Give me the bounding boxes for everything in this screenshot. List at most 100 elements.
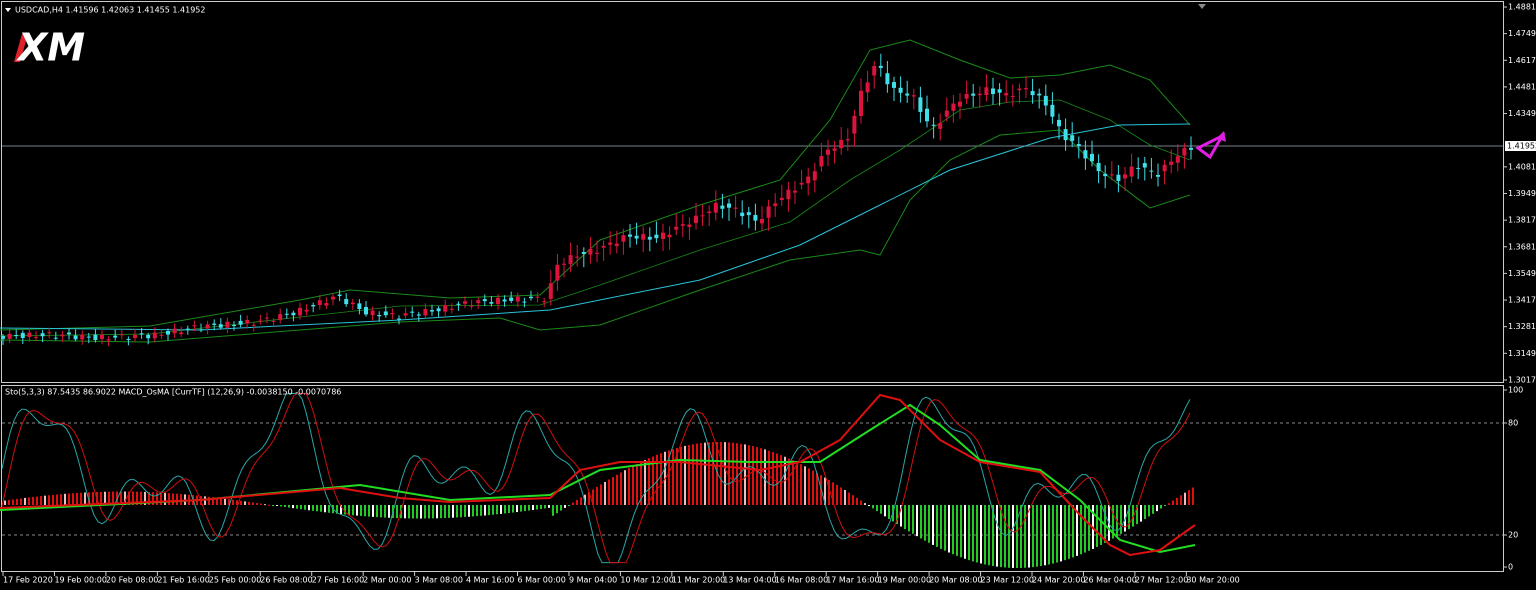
histogram-bar — [1164, 505, 1166, 506]
price-label: 1.44810 — [1508, 82, 1536, 91]
histogram-bar — [748, 445, 750, 505]
candle-body — [324, 303, 329, 306]
histogram-bar — [268, 504, 270, 506]
histogram-bar — [1008, 505, 1010, 568]
histogram-bar — [984, 505, 986, 565]
candle-body — [601, 245, 606, 248]
candle-body — [251, 324, 256, 326]
candle-body — [73, 335, 78, 340]
histogram-bar — [668, 450, 670, 505]
candle-body — [542, 301, 547, 303]
candle-body — [383, 311, 388, 316]
histogram-bar — [40, 496, 42, 505]
candle-body — [845, 139, 850, 141]
histogram-bar — [836, 484, 838, 505]
histogram-bar — [652, 456, 654, 505]
histogram-bar — [288, 505, 290, 508]
histogram-bar — [976, 505, 978, 563]
current-price: 1.41952 — [1507, 142, 1536, 151]
histogram-bar — [964, 505, 966, 559]
histogram-bar — [4, 500, 6, 505]
histogram-bar — [576, 499, 578, 505]
candle-body — [238, 320, 243, 325]
candle-body — [641, 234, 646, 240]
candle-body — [20, 332, 25, 339]
histogram-bar — [112, 491, 114, 505]
histogram-bar — [500, 505, 502, 514]
time-label: 27 Mar 12:00 — [1135, 576, 1188, 585]
histogram-bar — [868, 505, 870, 506]
time-label: 2 Mar 00:00 — [363, 576, 411, 585]
histogram-bar — [952, 505, 954, 555]
histogram-bar — [76, 492, 78, 505]
candle-body — [951, 103, 956, 111]
time-label: 23 Mar 12:00 — [981, 576, 1034, 585]
candle-body — [86, 336, 91, 338]
histogram-bar — [72, 493, 74, 505]
candle-body — [568, 255, 573, 265]
candle-body — [370, 310, 375, 316]
candle-body — [515, 296, 520, 302]
histogram-bar — [140, 491, 142, 505]
histogram-bar — [292, 505, 294, 509]
candle-body — [126, 339, 131, 341]
candle-body — [555, 264, 560, 281]
candle-body — [1182, 148, 1187, 156]
candle-body — [410, 311, 415, 313]
time-label: 20 Feb 08:00 — [106, 576, 158, 585]
histogram-bar — [688, 445, 690, 505]
histogram-bar — [1032, 505, 1034, 568]
histogram-bar — [620, 472, 622, 505]
candle-body — [971, 93, 976, 96]
candle-body — [443, 305, 448, 312]
histogram-bar — [956, 505, 958, 556]
candle-body — [350, 302, 355, 305]
histogram-bar — [552, 505, 554, 516]
time-label: 9 Mar 04:00 — [569, 576, 617, 585]
histogram-bar — [152, 492, 154, 505]
histogram-bar — [404, 505, 406, 519]
candle-body — [859, 90, 863, 116]
candle-body — [14, 335, 19, 337]
histogram-bar — [1180, 495, 1182, 505]
time-label: 30 Mar 20:00 — [1186, 576, 1239, 585]
stochastic-signal — [1, 393, 1191, 564]
candle-body — [1109, 174, 1114, 176]
histogram-bar — [716, 442, 718, 505]
histogram-bar — [1176, 497, 1178, 505]
histogram-bar — [432, 505, 434, 519]
candle-body — [713, 202, 718, 213]
histogram-bar — [852, 495, 854, 505]
candle-body — [1175, 156, 1180, 163]
histogram-bar — [1076, 505, 1078, 556]
histogram-bar — [224, 498, 226, 505]
histogram-bar — [8, 499, 10, 505]
histogram-bar — [940, 505, 942, 549]
histogram-bar — [496, 505, 498, 515]
candle-body — [694, 215, 698, 224]
time-label: 13 Mar 04:00 — [723, 576, 776, 585]
histogram-bar — [280, 505, 282, 507]
candle-body — [680, 224, 685, 226]
candle-body — [1057, 119, 1061, 127]
histogram-bar — [752, 446, 754, 505]
candle-body — [720, 205, 725, 209]
histogram-bar — [776, 453, 778, 505]
histogram-bar — [944, 505, 946, 551]
histogram-bar — [568, 505, 570, 506]
candle-body — [522, 301, 527, 303]
histogram-bar — [240, 500, 242, 505]
histogram-bar — [1056, 505, 1058, 563]
histogram-bar — [316, 505, 318, 512]
histogram-bar — [368, 505, 370, 517]
histogram-bar — [848, 492, 850, 505]
histogram-bar — [604, 481, 606, 505]
candle-body — [806, 176, 811, 184]
histogram-bar — [1148, 505, 1150, 517]
candle-body — [892, 82, 896, 88]
histogram-bar — [324, 505, 326, 513]
candle-body — [390, 313, 395, 315]
histogram-bar — [460, 505, 462, 518]
time-label: 21 Feb 16:00 — [157, 576, 209, 585]
